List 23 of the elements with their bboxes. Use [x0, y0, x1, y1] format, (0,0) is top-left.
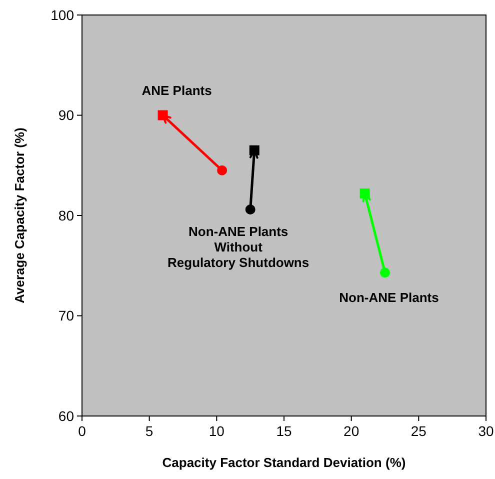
x-tick-label: 20 — [344, 423, 360, 439]
point — [380, 268, 390, 278]
x-axis-title: Capacity Factor Standard Deviation (%) — [162, 455, 406, 470]
y-tick-label: 80 — [58, 207, 74, 224]
point — [249, 145, 260, 156]
x-tick-label: 25 — [410, 423, 427, 439]
x-tick-label: 5 — [145, 423, 154, 439]
point — [245, 204, 256, 214]
x-tick-label: 30 — [478, 423, 494, 439]
y-tick-label: 60 — [58, 408, 74, 424]
y-tick-label: 90 — [58, 107, 74, 124]
point — [217, 165, 228, 176]
x-tick-label: 0 — [78, 423, 86, 439]
y-tick-label: 100 — [50, 6, 74, 23]
x-tick-label: 15 — [276, 423, 292, 439]
text: Non-ANE Plants Without Regulatory Shutdowns — [168, 224, 310, 270]
y-axis-title: Average Capacity Factor (%) — [12, 128, 27, 304]
point — [360, 188, 370, 198]
series-label: Non-ANE Plants — [339, 290, 439, 306]
point — [158, 110, 168, 120]
text: ANE Plants — [142, 82, 212, 98]
y-tick-label: 70 — [58, 308, 74, 324]
x-tick-label: 10 — [208, 423, 225, 439]
